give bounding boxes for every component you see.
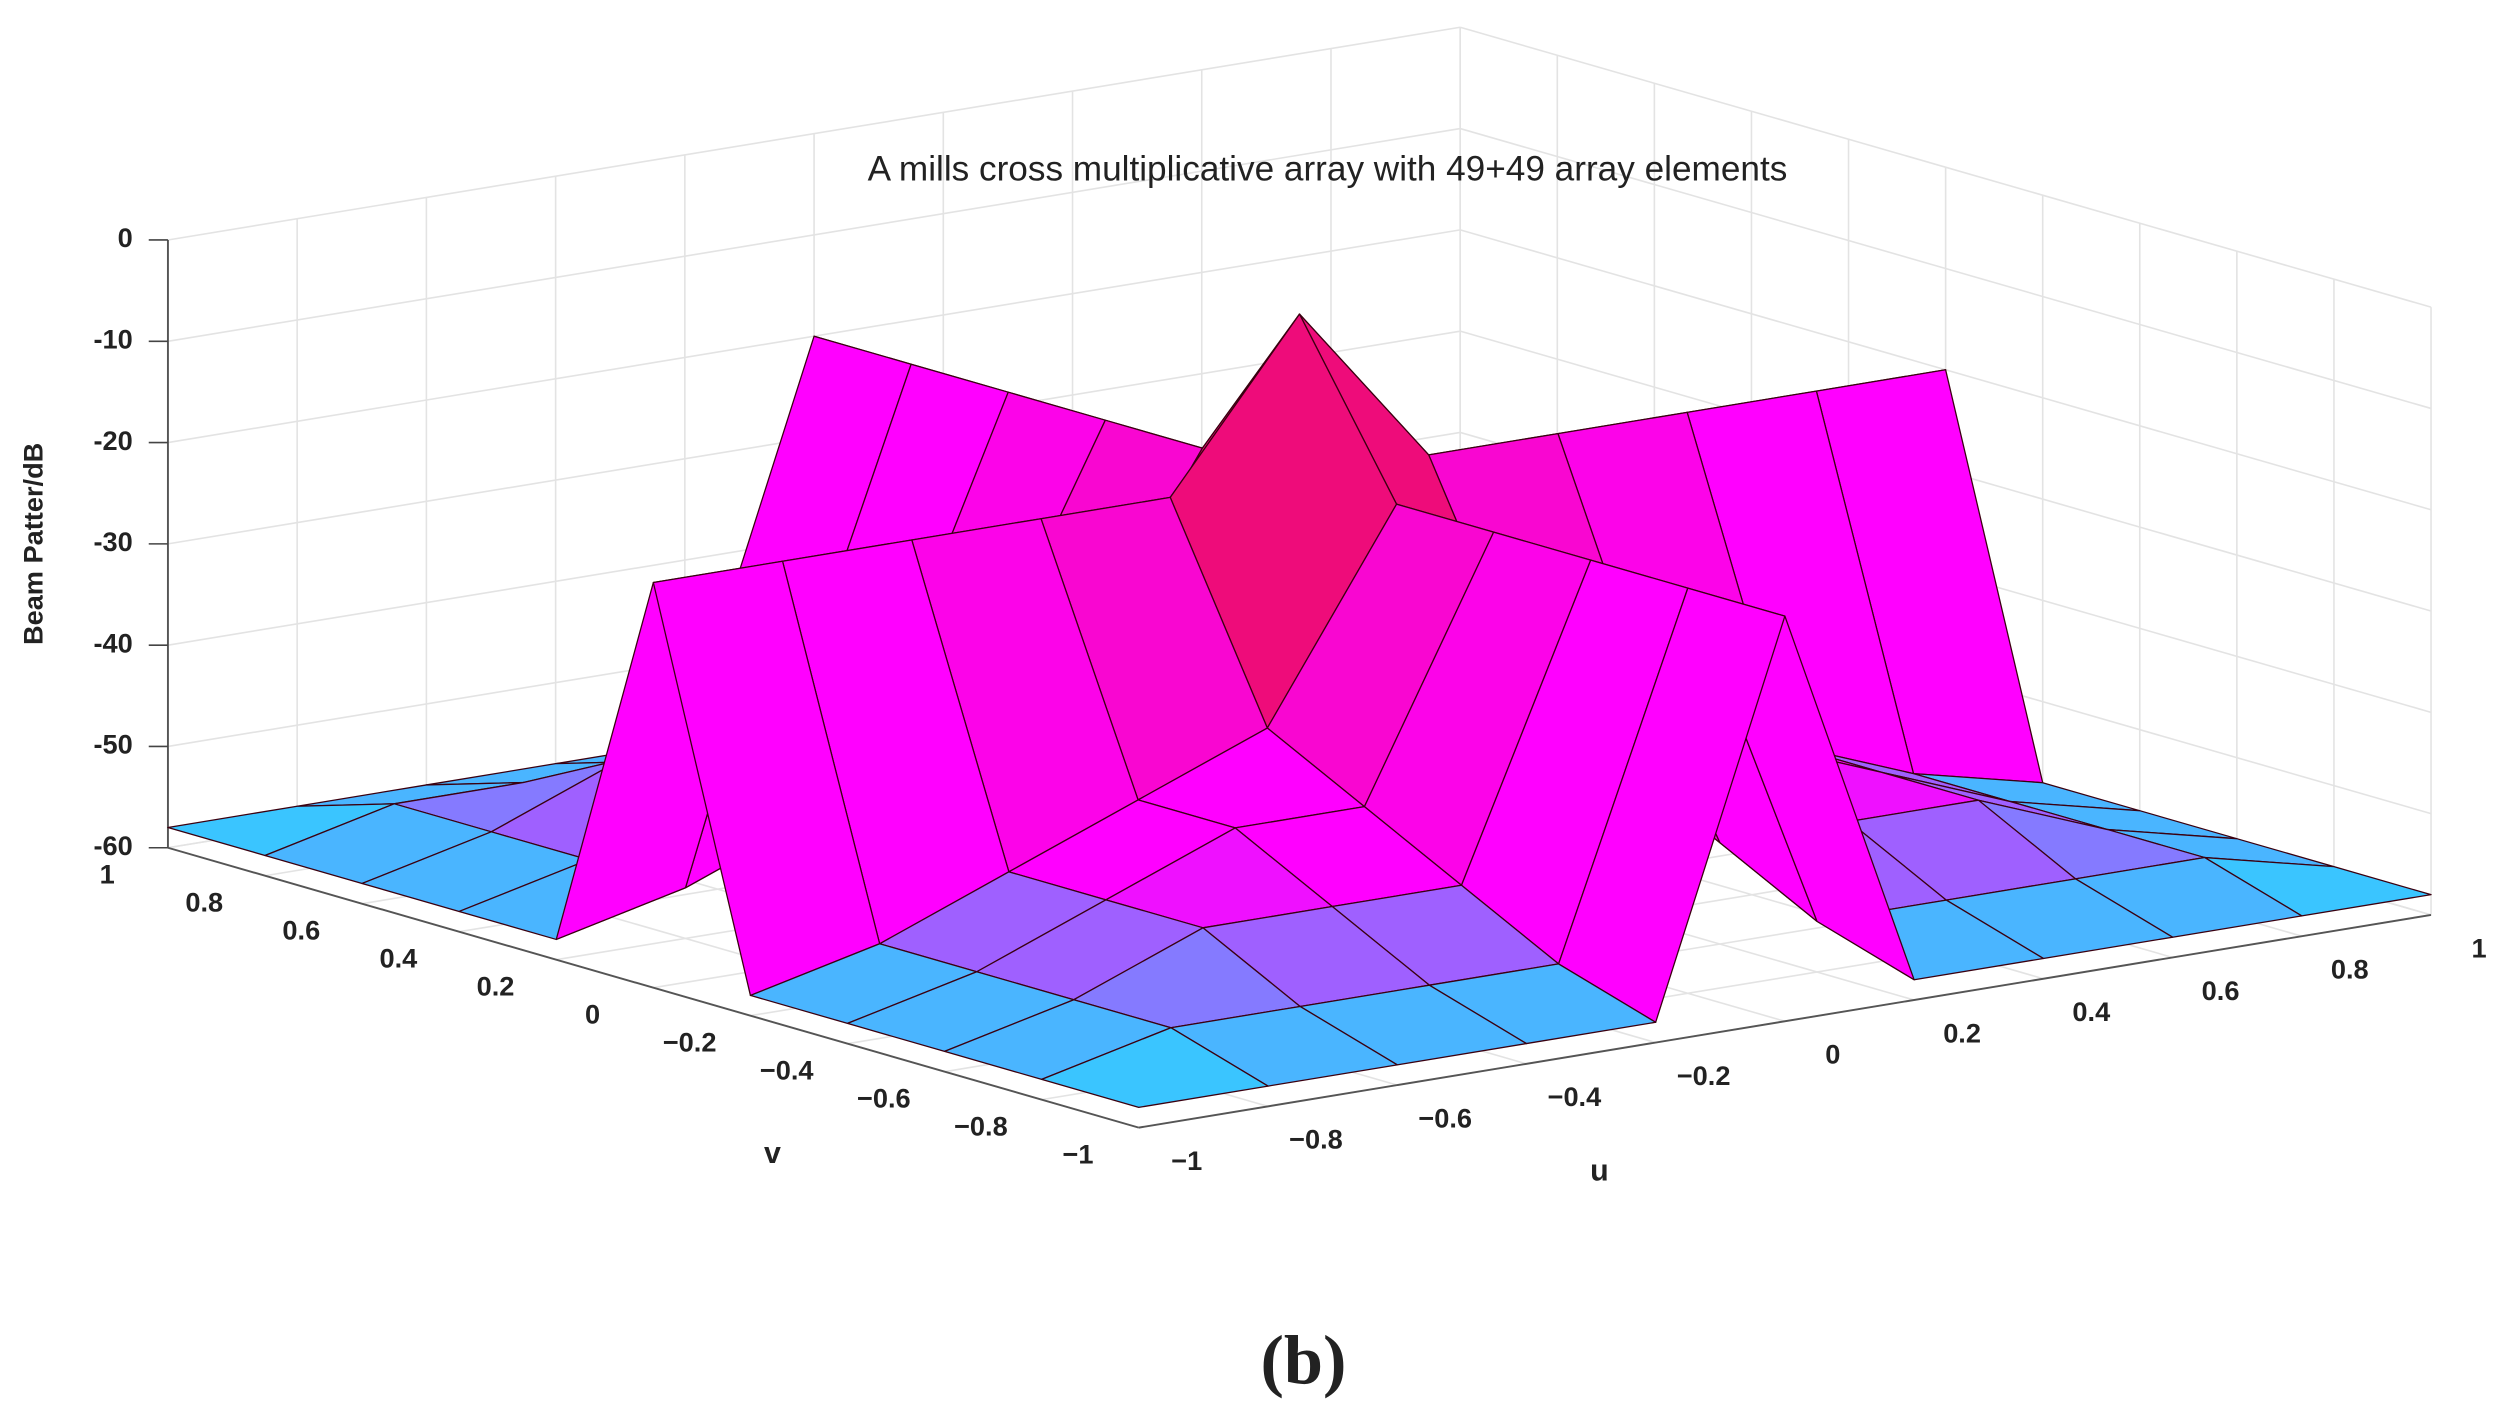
z-tick-label: -10 [93,323,132,354]
axis-line [1138,913,2432,1129]
z-tick-label: 0 [118,222,133,253]
x-axis-label: u [1590,1153,1609,1187]
y-tick-label: −0.4 [760,1055,814,1086]
z-tick-label: -50 [93,729,132,760]
grid-line [167,26,1461,241]
surface [167,313,2432,1109]
x-tick-label: −0.2 [1677,1060,1731,1091]
z-tick-label: -40 [93,627,132,658]
z-tick-label: -20 [93,425,132,456]
caption: (b) [1260,1322,1346,1400]
surface-patch [1041,1027,1269,1109]
x-tick-label: −0.8 [1289,1124,1343,1155]
y-tick-label: −0.2 [663,1027,717,1058]
x-tick-label: 1 [2471,932,2486,963]
x-tick-label: 0.2 [1943,1017,1981,1048]
z-tick-label: -30 [93,526,132,557]
y-tick-label: 0.6 [282,915,320,946]
x-tick-label: 0.4 [2072,996,2110,1027]
y-tick-label: −1 [1062,1139,1093,1170]
chart-title: A mills cross multiplicative array with … [868,150,1788,189]
grid-line [1459,26,2432,308]
y-tick-label: 0.8 [185,887,223,918]
y-tick-label: 0 [585,999,600,1030]
label-layer: −1 −0.8 −0.6 −0.4 −0.2 0 0.2 0.4 0.6 0.8 1 −1 −0.8 −0… [93,222,2486,1176]
y-tick-label: 0.4 [380,943,418,974]
y-axis-label: v [764,1136,781,1170]
x-tick-label: 0.8 [2331,954,2369,985]
z-axis-label: Beam Patter/dB [17,443,48,645]
y-tick-label: −0.8 [954,1111,1008,1142]
x-tick-label: −0.4 [1548,1081,1602,1112]
y-tick-label: 1 [100,859,115,890]
grid-line [1459,127,2432,410]
z-tick-label: -60 [93,830,132,861]
y-tick-label: 0.2 [477,971,515,1002]
x-tick-label: −0.6 [1418,1102,1472,1133]
x-tick-label: 0 [1825,1039,1840,1070]
x-tick-label: −1 [1171,1145,1202,1176]
x-tick-label: 0.6 [2202,975,2240,1006]
grid-line [167,127,1461,343]
y-tick-label: −0.6 [857,1083,911,1114]
axis-line [167,846,1140,1129]
